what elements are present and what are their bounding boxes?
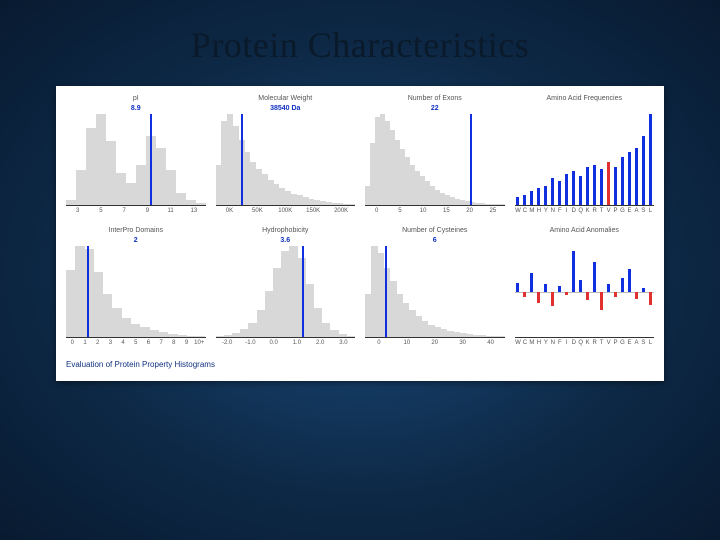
panel-value — [511, 236, 659, 246]
value-marker — [302, 246, 304, 337]
plot-area — [216, 246, 356, 338]
panel-1: Molecular Weight38540 Da 0K50K100K150K200… — [212, 94, 360, 222]
x-axis-labels: WCMHYNFIDQKRTVPGEASL — [511, 206, 659, 218]
panel-2: Number of Exons22 0510152025 — [361, 94, 509, 222]
plot-area — [365, 246, 505, 338]
panel-title: Hydrophobicity — [212, 226, 360, 236]
x-axis-labels: 35791113 — [62, 206, 210, 218]
x-axis-labels: 0K50K100K150K200K — [212, 206, 360, 218]
plot-area — [66, 246, 206, 338]
value-marker — [470, 114, 472, 205]
value-marker — [241, 114, 243, 205]
plot-area — [515, 246, 655, 338]
slide-title: Protein Characteristics — [0, 0, 720, 86]
chart-container: pI8.9 35791113 Molecular Weight38540 Da 0K5… — [56, 86, 664, 381]
panel-3: Amino Acid Frequencies WCMHYNFIDQKRTVPGEA… — [511, 94, 659, 222]
x-axis-labels: 010203040 — [361, 338, 509, 350]
panel-value — [511, 104, 659, 114]
panel-4: InterPro Domains2 012345678910+ — [62, 226, 210, 354]
value-marker — [150, 114, 152, 205]
panel-6: Number of Cysteines6 010203040 — [361, 226, 509, 354]
panel-value: 8.9 — [62, 104, 210, 114]
x-axis-labels: 0510152025 — [361, 206, 509, 218]
plot-area — [216, 114, 356, 206]
panel-value: 38540 Da — [212, 104, 360, 114]
panel-grid: pI8.9 35791113 Molecular Weight38540 Da 0K5… — [62, 94, 658, 354]
panel-7: Amino Acid Anomalies WCMHYNFIDQKRTVPGEASL — [511, 226, 659, 354]
x-axis-labels: 012345678910+ — [62, 338, 210, 350]
panel-title: Molecular Weight — [212, 94, 360, 104]
panel-title: Amino Acid Frequencies — [511, 94, 659, 104]
plot-area — [66, 114, 206, 206]
panel-title: Number of Exons — [361, 94, 509, 104]
panel-title: InterPro Domains — [62, 226, 210, 236]
panel-value: 22 — [361, 104, 509, 114]
x-axis-labels: -2.0-1.00.01.02.03.0 — [212, 338, 360, 350]
x-axis-labels: WCMHYNFIDQKRTVPGEASL — [511, 338, 659, 350]
panel-value: 3.6 — [212, 236, 360, 246]
panel-title: pI — [62, 94, 210, 104]
panel-title: Amino Acid Anomalies — [511, 226, 659, 236]
panel-0: pI8.9 35791113 — [62, 94, 210, 222]
chart-footer: Evaluation of Protein Property Histogram… — [62, 354, 658, 369]
plot-area — [515, 114, 655, 206]
value-marker — [385, 246, 387, 337]
value-marker — [87, 246, 89, 337]
plot-area — [365, 114, 505, 206]
panel-value: 2 — [62, 236, 210, 246]
panel-5: Hydrophobicity3.6 -2.0-1.00.01.02.03.0 — [212, 226, 360, 354]
panel-title: Number of Cysteines — [361, 226, 509, 236]
panel-value: 6 — [361, 236, 509, 246]
